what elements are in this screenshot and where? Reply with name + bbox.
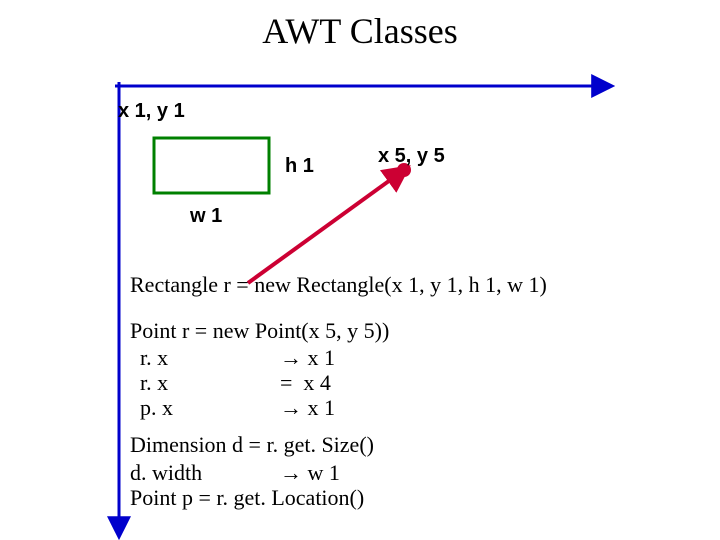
label-w1: w 1: [190, 205, 222, 228]
code-line-3b: → x 1: [280, 345, 335, 371]
code-line-2: Point r = new Point(x 5, y 5)): [130, 318, 389, 344]
code-line-7b: → w 1: [280, 460, 340, 486]
slide-title: AWT Classes: [0, 10, 720, 52]
diagram-canvas: [0, 0, 720, 540]
green-rect: [154, 138, 269, 193]
code-line-3a: r. x: [140, 345, 168, 371]
label-x5y5: x 5, y 5: [378, 145, 445, 168]
code-line-5b: → x 1: [280, 395, 335, 421]
code-line-4a: r. x: [140, 370, 168, 396]
slide: AWT Classes x 1, y 1 h 1 x 5, y 5 w 1 Re…: [0, 0, 720, 540]
label-h1: h 1: [285, 155, 314, 178]
label-x1y1: x 1, y 1: [118, 100, 185, 123]
red-line: [248, 170, 404, 283]
code-line-7a: d. width: [130, 460, 202, 486]
code-line-6: Dimension d = r. get. Size(): [130, 432, 374, 458]
code-line-5a: p. x: [140, 395, 173, 421]
code-line-4b: = x 4: [280, 370, 331, 396]
code-line-1: Rectangle r = new Rectangle(x 1, y 1, h …: [130, 272, 547, 298]
code-line-8: Point p = r. get. Location(): [130, 485, 364, 511]
